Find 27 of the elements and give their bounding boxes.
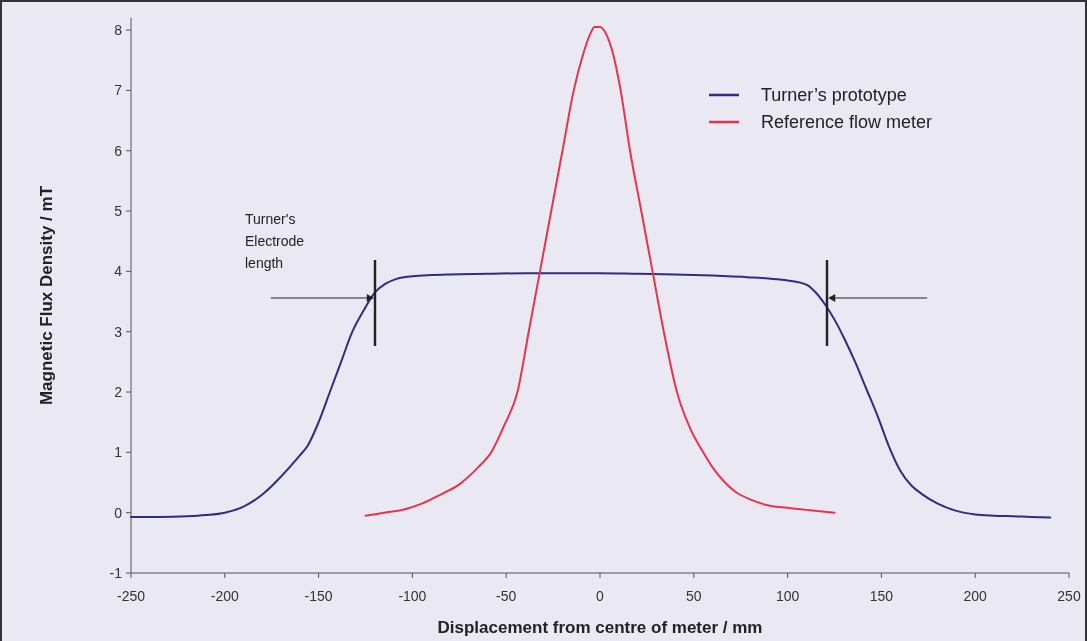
x-axis-title: Displacement from centre of meter / mm	[437, 618, 763, 637]
y-tick-label: -1	[109, 564, 123, 581]
line-series	[130, 272, 1052, 519]
y-tick-label: 8	[114, 21, 123, 38]
x-tick-label: -200	[210, 588, 240, 604]
x-tick-label: -50	[496, 588, 517, 604]
x-tick-label: 100	[775, 588, 800, 604]
y-tick-label: 3	[114, 323, 123, 340]
annotation: Turner's Electrode length	[245, 211, 305, 271]
x-tick-label: -150	[304, 588, 333, 604]
y-tick-label: 0	[114, 504, 123, 521]
x-tick-label: 250	[1057, 588, 1081, 604]
x-tick-label: 50	[686, 588, 702, 604]
y-tick-label: 2	[114, 383, 123, 400]
y-tick-label: 1	[114, 444, 123, 461]
legend-label: Turner’s prototype	[761, 85, 907, 106]
x-tick-label: 0	[596, 588, 605, 604]
x-tick-label: -100	[398, 588, 427, 604]
x-tick-label: -250	[116, 588, 146, 604]
y-tick-label: 6	[114, 142, 123, 159]
y-tick-label: 4	[114, 263, 123, 280]
y-tick-label: 5	[114, 202, 123, 219]
x-tick-label: 150	[869, 588, 894, 604]
legend-label: Reference flow meter	[761, 112, 933, 133]
y-axis-title: Magnetic Flux Density / mT	[37, 185, 56, 406]
x-tick-label: 200	[963, 588, 988, 604]
y-tick-label: 7	[114, 82, 123, 99]
